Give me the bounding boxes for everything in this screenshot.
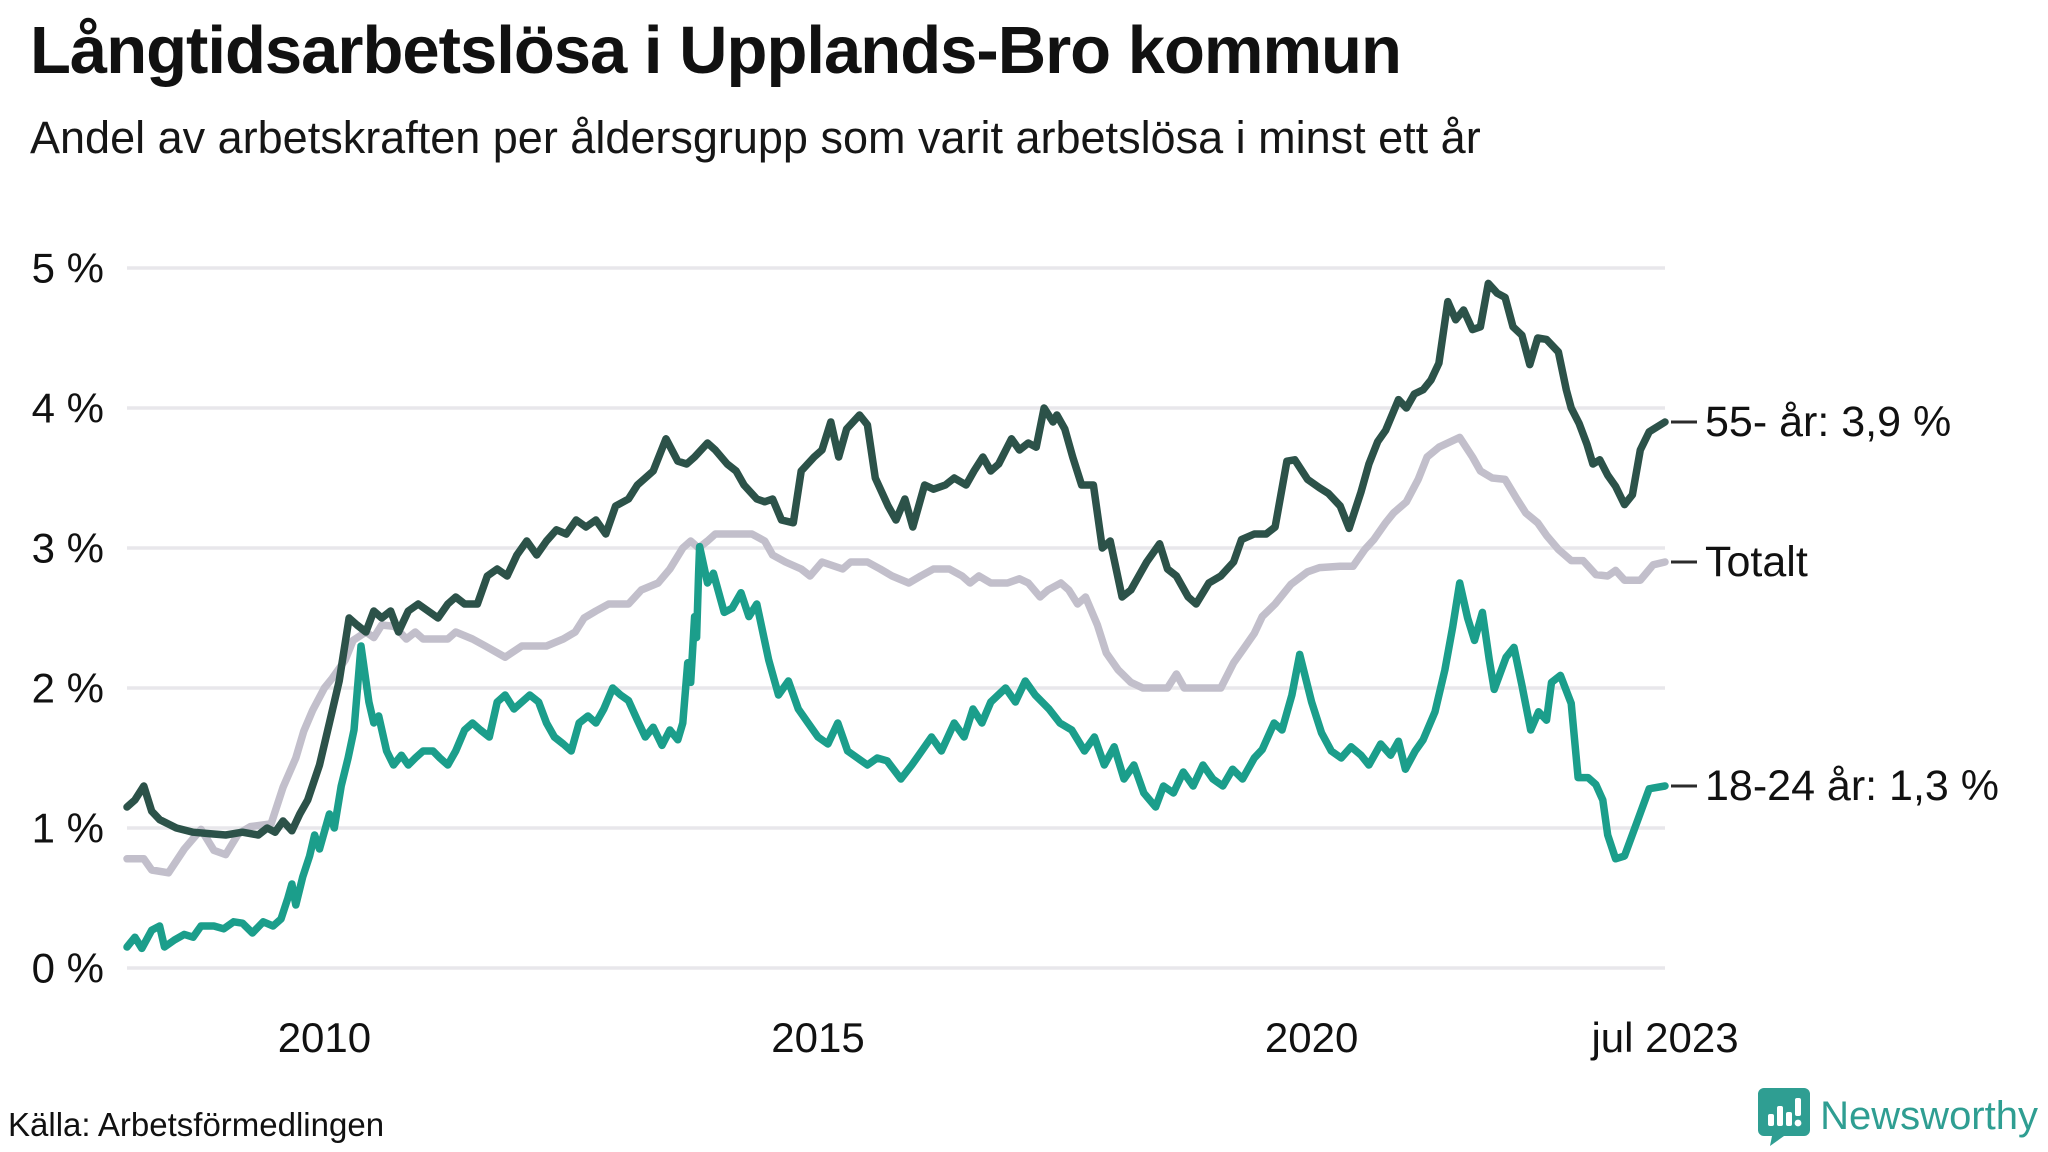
series-end-label: Totalt xyxy=(1705,538,1808,586)
x-axis-tick-label: 2010 xyxy=(278,1014,371,1061)
x-axis-tick-label: jul 2023 xyxy=(1589,1014,1738,1061)
chart-subtitle: Andel av arbetskraften per åldersgrupp s… xyxy=(30,112,1481,163)
series-end-label: 55- år: 3,9 % xyxy=(1705,398,1951,446)
newsworthy-logo[interactable]: Newsworthy xyxy=(1758,1086,2038,1146)
y-axis-tick-label: 3 % xyxy=(32,525,104,572)
source-text: Källa: Arbetsförmedlingen xyxy=(8,1106,385,1143)
series-end-label: 18-24 år: 1,3 % xyxy=(1705,762,1999,810)
x-axis-tick-label: 2020 xyxy=(1265,1014,1358,1061)
y-axis-tick-label: 1 % xyxy=(32,805,104,852)
y-axis-tick-label: 4 % xyxy=(32,385,104,432)
series-line-totalt xyxy=(123,433,1669,877)
y-axis-tick-label: 2 % xyxy=(32,665,104,712)
newsworthy-wordmark: Newsworthy xyxy=(1820,1093,2038,1138)
series-line-18-24-r xyxy=(123,542,1669,953)
series-line-55-r xyxy=(123,279,1669,839)
x-axis-tick-label: 2015 xyxy=(771,1014,864,1061)
page-title: Långtidsarbetslösa i Upplands-Bro kommun xyxy=(30,13,1402,88)
y-axis-tick-label: 0 % xyxy=(32,945,104,992)
newsworthy-bar-chart-icon xyxy=(1758,1088,1811,1146)
y-axis-tick-label: 5 % xyxy=(32,245,104,292)
